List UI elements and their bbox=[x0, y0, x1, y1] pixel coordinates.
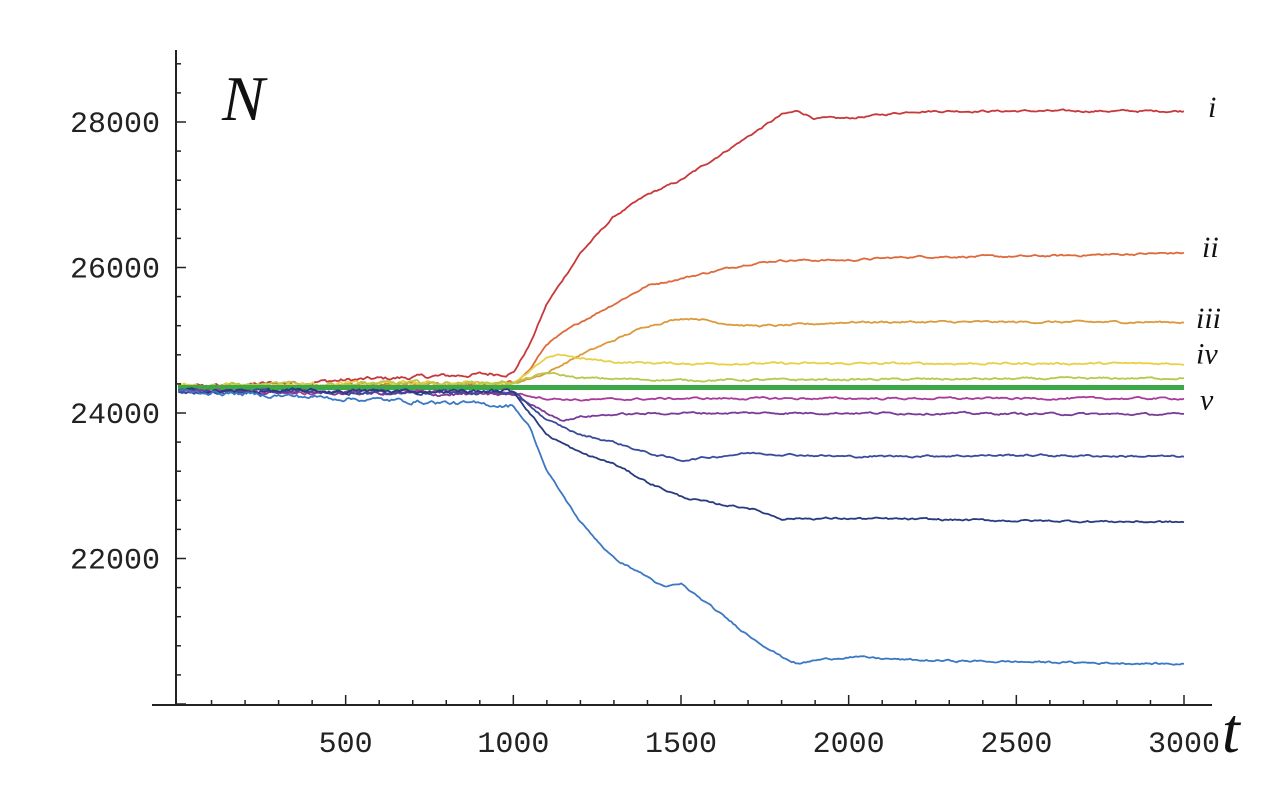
series-line bbox=[178, 388, 1185, 666]
y-tick-label: 28000 bbox=[70, 108, 160, 142]
series-line bbox=[178, 108, 1185, 389]
y-axis-variable: N bbox=[221, 63, 268, 134]
axes-layer bbox=[152, 50, 1212, 706]
tick-layer: 22000 24000 26000 28000 500 1000 1500 2000 2500 3… bbox=[70, 63, 1220, 762]
series-label: ii bbox=[1202, 231, 1219, 264]
y-tick-label: 22000 bbox=[70, 545, 160, 579]
series-label: iii bbox=[1196, 302, 1221, 335]
x-tick-label: 3000 bbox=[1148, 728, 1220, 762]
x-tick-label: 1500 bbox=[645, 728, 717, 762]
series-line bbox=[178, 387, 1185, 422]
series-line bbox=[178, 251, 1185, 392]
x-tick-label: 1000 bbox=[477, 728, 549, 762]
x-tick-label: 2500 bbox=[980, 728, 1052, 762]
x-tick-label: 500 bbox=[319, 728, 373, 762]
series-label: iv bbox=[1196, 338, 1218, 371]
y-tick-label: 26000 bbox=[70, 254, 160, 288]
series-line bbox=[178, 371, 1185, 389]
series-line bbox=[178, 387, 1185, 524]
series-label: v bbox=[1200, 384, 1214, 417]
y-tick-label: 24000 bbox=[70, 399, 160, 433]
series-label: i bbox=[1208, 91, 1216, 124]
x-tick-label: 2000 bbox=[813, 728, 885, 762]
x-axis-variable: t bbox=[1222, 695, 1242, 766]
series-layer bbox=[178, 108, 1185, 666]
series-line bbox=[178, 353, 1185, 389]
